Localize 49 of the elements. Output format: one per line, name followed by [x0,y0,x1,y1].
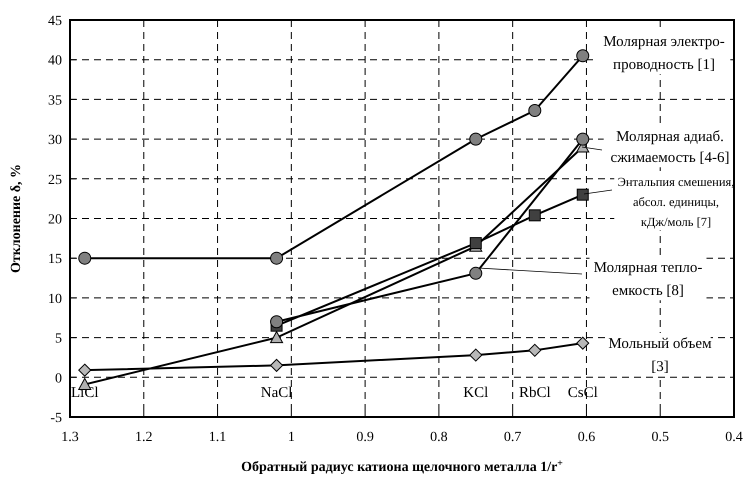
point [469,132,482,146]
y-tick-label: 45 [48,14,62,29]
legend-label: Молярная адиаб. сжимаемость [4-6] [610,129,730,166]
point [270,331,284,344]
series-label: Мольный объем [3] [608,336,712,375]
x-axis-title: Обратный радиус катиона щелочного металла 1/r$^{+}$ [241,458,564,475]
y-tick-label: 30 [48,133,62,148]
annotation: NaCl [260,385,292,401]
text: Энтальпия смешения, абсол. единицы, кДж/моль [7] [618,175,734,229]
point [528,104,542,118]
y-tick-label: 0 [55,371,62,386]
point [576,132,590,146]
y-tick-label: 40 [48,54,62,69]
annotation: KCl [463,385,488,401]
x-tick-label: 0.5 [651,430,669,445]
x-tick-label: 1 [288,430,295,445]
y-tick-label: 35 [48,93,62,108]
point [78,364,92,377]
point [270,358,284,372]
y-tick-label: 10 [48,292,62,307]
point [576,188,589,201]
annotation: CsCl [568,385,598,401]
x-tick-label: 1.3 [61,430,79,445]
point [576,336,590,350]
series-label: Молярная электро- проводность [1] [603,34,725,73]
x-tick-label: 0.7 [504,430,522,445]
point [270,252,284,265]
y-tick-label: 20 [48,212,62,228]
x-tick-label: 0.9 [356,430,374,445]
point [270,315,284,328]
point [576,49,590,62]
point [469,348,482,362]
y-tick-label: 25 [48,172,62,188]
x-tick-label: 0.6 [578,430,596,445]
point [78,252,92,265]
text: Молярная тепло- емкость [8] [594,260,702,299]
y-tick-label: 15 [48,252,62,268]
x-tick-label: 1.2 [135,430,153,445]
y-tick-label: 5 [55,332,62,347]
y-tick-label: -5 [50,411,62,426]
point [528,344,542,357]
annotation: RbCl [518,385,551,401]
x-tick-label: 1.1 [208,430,226,445]
point [469,266,482,280]
x-tick-label: 0.4 [725,430,743,445]
x-tick-label: 0.8 [430,430,448,445]
y-axis-title: Отклонение δ, % [9,164,24,274]
point [470,237,482,250]
point [528,209,541,222]
